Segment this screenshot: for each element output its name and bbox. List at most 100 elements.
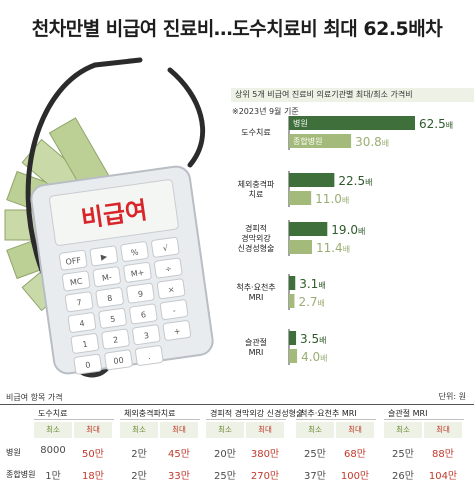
bar [289,191,312,205]
calculator-key [101,328,130,350]
money-calculator-illustration: 비급여 OFF ▶% √MC M- M+ ÷7 8 9 ×4 5 6 -1 2 3 +0 00. [4,57,214,378]
bar [289,349,298,363]
calculator-key [64,291,94,313]
calculator-key-label: 4 [79,319,85,329]
table-cell: 380만 [250,449,280,460]
calculator-key-label: 3 [143,331,149,341]
table-caption: 비급여 항목 가격 [6,393,63,402]
table-group-divider [384,419,464,420]
calculator-key-label: 00 [113,356,124,366]
calculator-key-label: 0 [85,360,91,370]
data-label: 2.7배 [298,295,324,309]
table-cell: 45만 [168,449,190,460]
data-label: 30.8배 [355,135,389,149]
table-group-divider [34,419,114,420]
calculator-key [95,287,124,308]
calculator-key-label: . [147,352,151,361]
calculator-key [154,257,183,279]
calculator-key-label: ÷ [164,264,172,274]
category-label: 슬관절 [245,337,267,347]
table-cell: 8000 [40,445,66,456]
table-cell: 1만 [45,471,61,482]
calculator-key [162,320,192,341]
table-row-label: 종합병원 [6,470,36,479]
calculator-key-label: 9 [137,289,143,299]
category-label: 치료 [249,190,264,199]
calculator-key-label: 7 [76,298,82,308]
calculator-key [98,307,127,329]
calculator-key [132,324,161,346]
table-row-label: 병원 [6,448,21,457]
table-cell: 25만 [304,449,326,460]
table-cell: 88만 [432,449,454,460]
table-unit: 단위: 원 [438,392,466,401]
series-name: 종합병원 [293,137,322,146]
calculator-key [67,312,97,333]
table-group-title: 도수치료 [38,409,68,418]
table-cell: 37만 [304,471,326,482]
sub-header-min: 최소 [206,422,244,438]
calculator-key-label: % [130,248,139,258]
calculator-key-label: × [167,285,175,295]
calculator-key [70,333,100,354]
table-cell: 18만 [82,471,104,482]
bar [289,331,297,345]
table-cell: 33만 [168,471,190,482]
chart-note: ※2023년 9월 기준 [232,107,299,116]
sub-header-min: 최소 [34,422,72,438]
bar [289,276,296,290]
calculator-key-label: 2 [113,335,119,345]
table-cell: 104만 [428,471,458,482]
table-group-divider [296,419,376,420]
calculator-key [156,278,186,300]
calculator: 비급여 OFF ▶% √MC M- M+ ÷7 8 9 ×4 5 6 -1 2 3 +0 00. [30,165,214,375]
table-cell: 50만 [82,449,104,460]
calculator-key [73,353,102,375]
calculator-key [151,236,180,258]
data-label: 11.0배 [315,192,349,206]
data-label: 3.1배 [299,277,325,291]
calculator-key [159,299,189,320]
table-cell: 68만 [344,449,366,460]
table-cell: 20만 [214,449,236,460]
calculator-key-label: 5 [110,314,116,324]
category-label: 경피적 [245,223,267,233]
sub-header-max: 최대 [424,422,462,438]
sub-header-max: 최대 [160,422,198,438]
data-label: 4.0배 [301,350,327,364]
table-cell: 25만 [392,449,414,460]
table-group-title: 체외충격파치료 [124,409,176,418]
sub-header-min: 최소 [384,422,422,438]
bar [289,134,352,148]
data-label: 62.5배 [419,117,453,131]
table-divider [0,404,474,405]
bar [289,240,312,254]
category-label: MRI [249,293,264,302]
calculator-key [129,303,158,325]
table-cell: 2만 [131,471,147,482]
category-label: 척추·요천추 [236,282,275,292]
calculator-key-label: 1 [82,340,88,350]
category-label: MRI [249,348,264,357]
table-group-title: 경피적 경막외강 신경성형술 [210,409,304,418]
table-cell: 2만 [131,449,147,460]
data-label: 19.0배 [331,223,365,237]
table-group-divider [206,419,286,420]
category-label: 신경성형술 [238,243,275,253]
calculator-key-label: √ [162,243,169,253]
bar [289,116,415,130]
calculator-key-label: - [172,306,176,315]
calculator-key [58,249,88,271]
sub-header-max: 최대 [336,422,374,438]
calculator-key [92,266,121,288]
chart-title: 상위 5개 비급여 진료비 의료기관별 최대/최소 가격비 [231,88,474,102]
sub-header-max: 최대 [74,422,112,438]
sub-header-min: 최소 [296,422,334,438]
calculator-key-label: 8 [107,294,113,304]
table-cell: 270만 [250,471,280,482]
sub-header-max: 최대 [246,422,284,438]
table-cell: 25만 [214,471,236,482]
table-group-title: 척추·요천추 MRI [300,409,357,418]
calculator-key [123,262,152,283]
calculator-key [120,241,149,262]
